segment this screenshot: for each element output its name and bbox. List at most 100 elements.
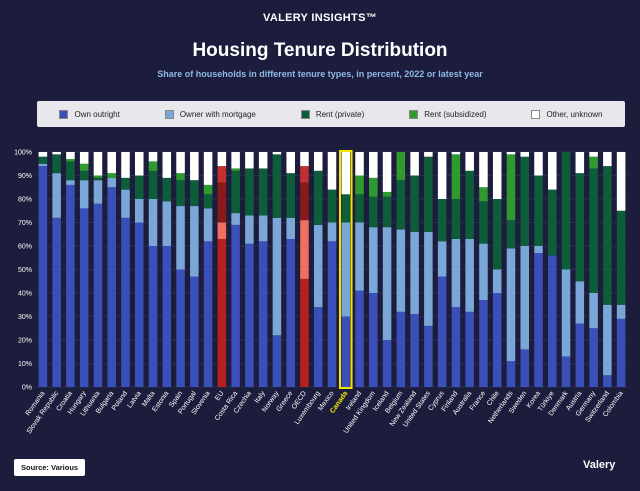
bar-segment-greece-rent-private (286, 173, 295, 218)
bar-segment-united-kingdom-owner-with-mortgage (369, 227, 378, 293)
bar-segment-portugal-rent-private (190, 180, 199, 207)
bar-segment-united-kingdom-rent-subsidized (369, 177, 378, 197)
bar-segment-slovenia-other-unknown (203, 152, 213, 185)
bar-segment-costa-rica-rent-private (231, 170, 240, 214)
bar-segment-denmark-rent-private (561, 152, 571, 270)
bar-segment-spain-rent-private (176, 180, 185, 207)
bar-segment-cyprus-own-outright (437, 276, 447, 387)
bar-segment-t-rkiye-rent-private (548, 189, 557, 256)
bar-segment-netherlands-rent-private (506, 220, 516, 249)
bar-segment-oecd-rent-private (300, 182, 309, 221)
bar-segment-netherlands-rent-subsidized (506, 154, 516, 221)
bar-segment-hungary-rent-private (79, 170, 89, 181)
source-label: Source: Various (14, 459, 86, 476)
bar-segment-slovenia-rent-private (203, 194, 213, 209)
chart-subtitle: Share of households in different tenure … (157, 69, 483, 79)
bar-segment-cyprus-other-unknown (437, 152, 447, 199)
bar-segment-canada-other-unknown (341, 152, 351, 195)
legend-label: Owner with mortgage (179, 109, 256, 119)
bar-segment-costa-rica-owner-with-mortgage (231, 213, 240, 225)
bar-segment-estonia-own-outright (162, 246, 172, 387)
bar-segment-t-rkiye-other-unknown (548, 152, 557, 190)
bar-segment-croatia-rent-private (66, 161, 75, 181)
bar-segment-slovak-republic-rent-private (52, 154, 61, 174)
bar-segment-belgium-rent-private (396, 180, 406, 230)
bar-segment-sweden-rent-private (520, 156, 530, 246)
legend-swatch (300, 109, 310, 119)
bar-segment-lithuania-owner-with-mortgage (93, 180, 103, 204)
bar-segment-france-other-unknown (479, 152, 488, 188)
bar-segment-cyprus-rent-private (437, 199, 447, 242)
bar-segment-croatia-rent-subsidized (66, 159, 75, 162)
bar-segment-korea-rent-private (534, 175, 543, 246)
bar-segment-portugal-own-outright (190, 276, 199, 387)
bar-segment-oecd-rent-subsidized (300, 166, 309, 183)
bar-segment-oecd-other-unknown (300, 152, 309, 167)
bar-segment-slovenia-owner-with-mortgage (203, 208, 213, 242)
bar-segment-slovenia-rent-subsidized (203, 184, 213, 195)
x-tick-label-latvia: Latvia (126, 390, 143, 409)
highlight-outline-canada (338, 150, 353, 389)
bar-segment-iceland-own-outright (382, 340, 392, 387)
bar-segment-canada-rent-private (341, 194, 351, 223)
bar-segment-croatia-own-outright (66, 184, 75, 387)
bar-segment-new-zealand-rent-private (410, 175, 419, 232)
bar-segment-iceland-other-unknown (382, 152, 392, 192)
bar-segment-hungary-rent-subsidized (79, 163, 89, 171)
bar-segment-united-states-other-unknown (424, 152, 433, 157)
bar-segment-sweden-owner-with-mortgage (520, 246, 530, 350)
bar-segment-malta-own-outright (148, 246, 158, 387)
bar-segment-bulgaria-other-unknown (107, 152, 116, 174)
bar-segment-oecd-own-outright (300, 278, 309, 387)
bar-segment-malta-other-unknown (148, 152, 158, 162)
bar-segment-belgium-owner-with-mortgage (396, 229, 406, 312)
bar-segment-hungary-own-outright (79, 208, 89, 387)
bar-segment-portugal-other-unknown (190, 152, 199, 181)
bar-segment-belgium-rent-subsidized (396, 152, 406, 181)
bar-segment-czechia-rent-private (245, 168, 254, 216)
y-tick-label: 100% (14, 150, 32, 157)
bar-segment-romania-owner-with-mortgage (38, 163, 48, 167)
bar-segment-croatia-owner-with-mortgage (66, 180, 75, 185)
bar-segment-united-states-own-outright (424, 325, 433, 387)
legend-label: Other, unknown (546, 109, 603, 119)
bar-segment-france-own-outright (479, 300, 488, 387)
bar-segment-ireland-rent-private (355, 194, 364, 223)
bar-segment-united-kingdom-other-unknown (369, 152, 378, 178)
bar-segment-netherlands-other-unknown (506, 152, 516, 155)
bar-segment-greece-own-outright (286, 238, 295, 387)
x-tick-label-eu: EU (214, 390, 225, 402)
bar-segment-latvia-rent-private (134, 175, 144, 199)
bar-segment-luxembourg-own-outright (313, 307, 323, 387)
bar-segment-luxembourg-other-unknown (313, 152, 323, 171)
bar-segment-united-kingdom-own-outright (369, 293, 378, 387)
bar-segment-france-owner-with-mortgage (479, 243, 488, 301)
bar-segment-sweden-other-unknown (520, 152, 530, 157)
bar-segment-norway-rent-private (272, 154, 282, 218)
bar-segment-lithuania-rent-subsidized (93, 175, 103, 178)
bar-segment-romania-own-outright (38, 166, 48, 387)
bar-segment-denmark-own-outright (561, 356, 571, 387)
bar-segment-netherlands-owner-with-mortgage (506, 248, 516, 362)
bar-segment-ireland-own-outright (355, 290, 364, 387)
bar-segment-croatia-other-unknown (66, 152, 75, 160)
bar-segment-finland-owner-with-mortgage (451, 238, 461, 308)
legend-label: Own outright (74, 109, 120, 119)
bar-segment-colombia-rent-private (616, 210, 626, 305)
y-tick-label: 50% (18, 267, 32, 274)
bar-segment-estonia-rent-private (162, 177, 172, 202)
bar-segment-france-rent-private (479, 201, 488, 244)
y-tick-label: 10% (18, 361, 32, 368)
bar-segment-germany-own-outright (589, 328, 598, 387)
bar-segment-hungary-other-unknown (79, 152, 89, 164)
bar-segment-italy-own-outright (258, 241, 268, 387)
bar-segment-poland-owner-with-mortgage (121, 189, 130, 218)
bar-segment-chile-own-outright (492, 293, 502, 387)
bar-segment-korea-owner-with-mortgage (534, 246, 543, 254)
bar-segment-australia-owner-with-mortgage (465, 238, 474, 312)
bar-segment-poland-rent-private (121, 177, 130, 190)
bar-segment-austria-other-unknown (575, 152, 585, 174)
bar-segment-switzerland-rent-private (603, 166, 612, 305)
bar-segment-estonia-other-unknown (162, 152, 172, 178)
